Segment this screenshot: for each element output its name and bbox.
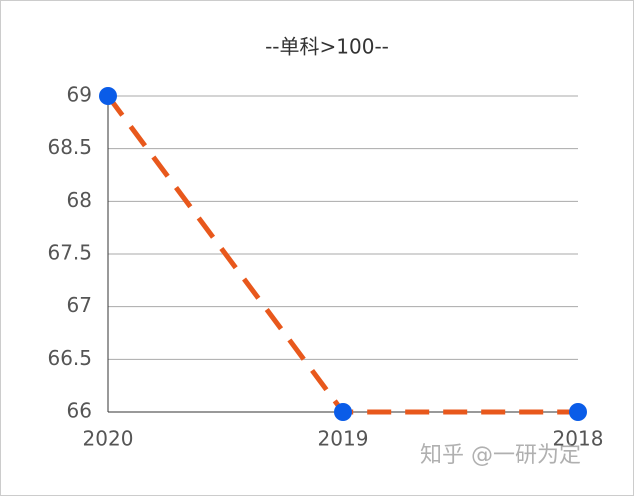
- y-tick-label: 68.5: [47, 135, 92, 159]
- y-tick-label: 68: [67, 188, 92, 212]
- x-tick-label: 2020: [83, 427, 134, 451]
- y-tick-label: 66.5: [47, 346, 92, 370]
- watermark: 知乎 @一研为定: [420, 443, 581, 468]
- marker: [334, 403, 352, 421]
- marker: [569, 403, 587, 421]
- chart-title: --单科>100--: [265, 35, 389, 59]
- x-tick-label: 2019: [318, 427, 369, 451]
- y-tick-label: 69: [67, 83, 92, 107]
- marker: [99, 87, 117, 105]
- y-tick-label: 67.5: [47, 241, 92, 265]
- x-tick-label: 2018: [553, 427, 604, 451]
- y-tick-label: 66: [67, 399, 92, 423]
- y-tick-label: 67: [67, 293, 92, 317]
